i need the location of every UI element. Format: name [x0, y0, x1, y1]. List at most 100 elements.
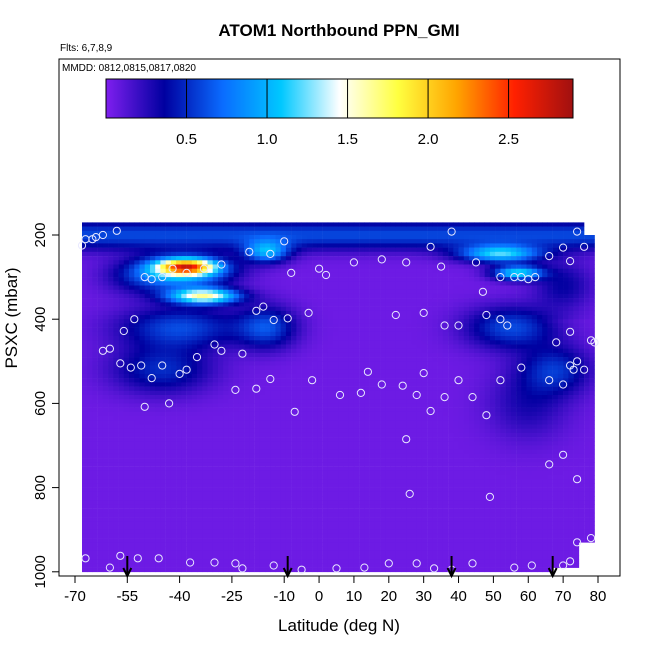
- heatmap-cell: [333, 441, 339, 446]
- heatmap-cell: [364, 517, 370, 522]
- heatmap-cell: [197, 222, 203, 227]
- heatmap-cell: [270, 344, 276, 350]
- heatmap-cell: [249, 550, 255, 556]
- heatmap-cell: [259, 298, 266, 303]
- heatmap-cell: [317, 226, 323, 232]
- heatmap-cell: [317, 222, 323, 227]
- heatmap-cell: [150, 420, 156, 425]
- heatmap-cell: [327, 315, 334, 320]
- heatmap-cell: [202, 500, 208, 505]
- heatmap-cell: [202, 487, 208, 493]
- heatmap-cell: [102, 462, 109, 467]
- heatmap-cell: [144, 555, 151, 560]
- heatmap-cell: [343, 302, 350, 307]
- heatmap-cell: [144, 512, 151, 518]
- heatmap-cell: [170, 319, 177, 324]
- heatmap-cell: [238, 508, 245, 514]
- heatmap-cell: [92, 361, 98, 366]
- heatmap-cell: [317, 306, 323, 312]
- heatmap-cell: [291, 462, 297, 467]
- heatmap-cell: [390, 550, 397, 556]
- heatmap-cell: [301, 247, 308, 253]
- heatmap-cell: [223, 373, 229, 379]
- heatmap-cell: [92, 331, 98, 337]
- heatmap-cell: [312, 496, 318, 501]
- heatmap-cell: [134, 226, 140, 232]
- heatmap-cell: [322, 529, 329, 535]
- heatmap-cell: [380, 277, 386, 282]
- heatmap-cell: [82, 344, 88, 350]
- heatmap-cell: [265, 567, 271, 573]
- heatmap-cell: [102, 319, 109, 324]
- heatmap-cell: [385, 559, 391, 564]
- heatmap-cell: [312, 302, 318, 307]
- heatmap-cell: [280, 470, 287, 476]
- heatmap-cell: [113, 323, 119, 328]
- heatmap-cell: [369, 256, 376, 261]
- heatmap-cell: [181, 453, 187, 459]
- heatmap-cell: [395, 260, 402, 265]
- heatmap-cell: [108, 323, 114, 328]
- heatmap-cell: [327, 458, 334, 463]
- heatmap-cell: [228, 298, 234, 303]
- heatmap-cell: [176, 517, 182, 522]
- heatmap-cell: [265, 395, 271, 400]
- heatmap-cell: [285, 260, 292, 265]
- heatmap-cell: [306, 420, 313, 425]
- heatmap-cell: [150, 395, 156, 400]
- heatmap-cell: [374, 272, 381, 278]
- heatmap-cell: [338, 491, 344, 497]
- heatmap-cell: [327, 449, 334, 455]
- heatmap-cell: [155, 373, 161, 379]
- heatmap-cell: [92, 340, 98, 345]
- heatmap-cell: [374, 361, 381, 366]
- heatmap-cell: [280, 230, 287, 236]
- heatmap-cell: [338, 538, 344, 543]
- heatmap-cell: [285, 428, 292, 434]
- heatmap-cell: [249, 437, 255, 442]
- heatmap-cell: [322, 441, 329, 446]
- heatmap-cell: [170, 491, 177, 497]
- heatmap-cell: [233, 538, 240, 543]
- heatmap-cell: [197, 226, 203, 232]
- heatmap-cell: [87, 445, 93, 451]
- heatmap-cell: [306, 319, 313, 324]
- heatmap-cell: [353, 310, 360, 316]
- heatmap-cell: [176, 365, 182, 371]
- heatmap-cell: [150, 327, 156, 333]
- heatmap-cell: [380, 369, 386, 375]
- heatmap-cell: [218, 533, 224, 539]
- heatmap-cell: [181, 382, 187, 387]
- heatmap-cell: [129, 483, 135, 488]
- heatmap-cell: [244, 306, 250, 312]
- heatmap-cell: [155, 293, 161, 299]
- heatmap-cell: [333, 542, 339, 547]
- heatmap-cell: [270, 475, 276, 480]
- heatmap-cell: [306, 538, 313, 543]
- heatmap-cell: [228, 538, 234, 543]
- heatmap-cell: [338, 420, 344, 425]
- heatmap-cell: [265, 542, 271, 547]
- heatmap-cell: [207, 428, 214, 434]
- heatmap-cell: [113, 340, 119, 345]
- heatmap-cell: [165, 479, 172, 484]
- heatmap-cell: [259, 315, 266, 320]
- heatmap-cell: [102, 327, 109, 333]
- heatmap-cell: [87, 315, 93, 320]
- heatmap-cell: [155, 432, 161, 438]
- heatmap-cell: [265, 424, 271, 430]
- heatmap-cell: [186, 306, 193, 312]
- heatmap-cell: [254, 378, 261, 383]
- heatmap-cell: [395, 251, 402, 257]
- heatmap-cell: [102, 449, 109, 455]
- heatmap-cell: [118, 235, 125, 240]
- heatmap-cell: [191, 340, 198, 345]
- heatmap-cell: [118, 416, 125, 421]
- heatmap-cell: [170, 230, 177, 236]
- heatmap-cell: [270, 483, 276, 488]
- heatmap-cell: [249, 264, 255, 270]
- heatmap-cell: [102, 289, 109, 295]
- heatmap-cell: [186, 449, 193, 455]
- heatmap-cell: [134, 378, 140, 383]
- heatmap-cell: [275, 546, 282, 552]
